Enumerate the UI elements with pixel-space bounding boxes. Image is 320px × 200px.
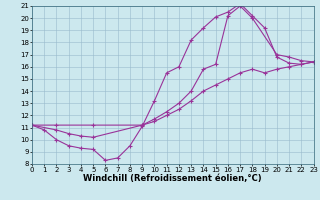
X-axis label: Windchill (Refroidissement éolien,°C): Windchill (Refroidissement éolien,°C) <box>84 174 262 183</box>
